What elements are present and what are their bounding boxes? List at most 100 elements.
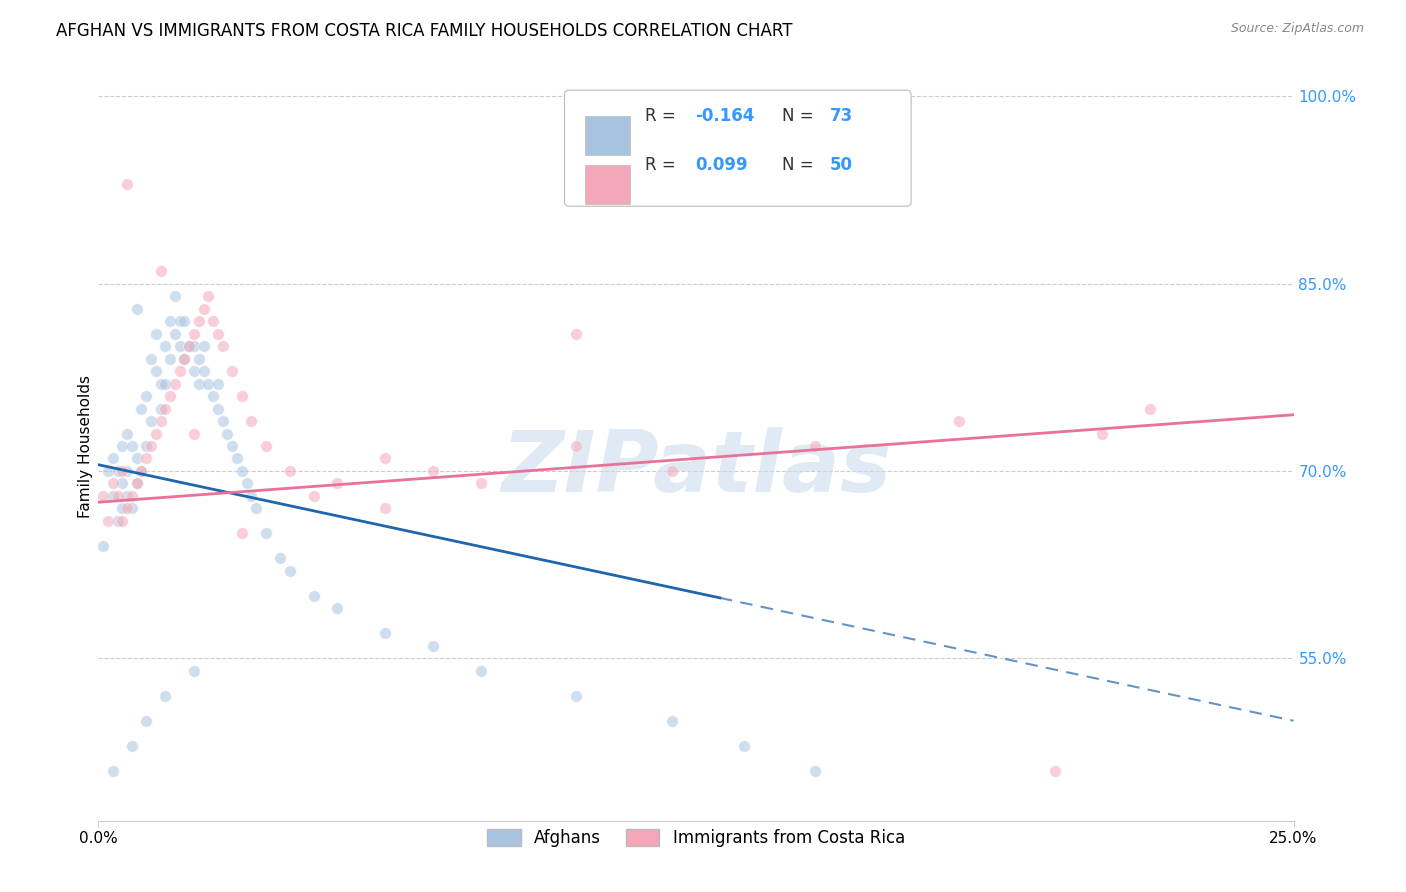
- Point: [197, 289, 219, 303]
- Point: [565, 439, 588, 453]
- Text: N =: N =: [782, 156, 818, 174]
- Point: [183, 339, 205, 353]
- Point: [155, 376, 177, 391]
- Point: [135, 389, 157, 403]
- Point: [254, 439, 277, 453]
- Point: [197, 376, 219, 391]
- Point: [661, 714, 683, 728]
- Text: AFGHAN VS IMMIGRANTS FROM COSTA RICA FAMILY HOUSEHOLDS CORRELATION CHART: AFGHAN VS IMMIGRANTS FROM COSTA RICA FAM…: [56, 22, 793, 40]
- Point: [470, 476, 492, 491]
- Text: R =: R =: [644, 156, 681, 174]
- Point: [278, 564, 301, 578]
- Point: [111, 476, 134, 491]
- Point: [155, 339, 177, 353]
- Point: [211, 339, 233, 353]
- Point: [139, 414, 162, 428]
- Point: [183, 426, 205, 441]
- Point: [135, 451, 157, 466]
- Point: [422, 464, 444, 478]
- Point: [231, 389, 253, 403]
- Point: [107, 489, 129, 503]
- Point: [193, 339, 215, 353]
- FancyBboxPatch shape: [585, 116, 630, 155]
- Point: [202, 314, 225, 328]
- Point: [565, 689, 588, 703]
- Point: [254, 526, 277, 541]
- Text: 73: 73: [830, 107, 853, 125]
- Point: [211, 414, 233, 428]
- Point: [139, 351, 162, 366]
- Point: [121, 489, 143, 503]
- Point: [183, 364, 205, 378]
- Point: [240, 489, 263, 503]
- Point: [661, 464, 683, 478]
- Point: [149, 264, 172, 278]
- Text: Source: ZipAtlas.com: Source: ZipAtlas.com: [1230, 22, 1364, 36]
- Point: [169, 339, 191, 353]
- Point: [115, 489, 138, 503]
- Point: [91, 489, 114, 503]
- Point: [111, 439, 134, 453]
- Point: [217, 426, 239, 441]
- Point: [159, 351, 181, 366]
- Point: [115, 426, 138, 441]
- Point: [565, 326, 588, 341]
- Point: [97, 464, 120, 478]
- Point: [173, 314, 195, 328]
- Point: [101, 476, 124, 491]
- Point: [101, 451, 124, 466]
- Point: [101, 489, 124, 503]
- Legend: Afghans, Immigrants from Costa Rica: Afghans, Immigrants from Costa Rica: [481, 822, 911, 854]
- Y-axis label: Family Households: Family Households: [77, 375, 93, 517]
- Point: [121, 501, 143, 516]
- Point: [107, 514, 129, 528]
- Point: [302, 589, 325, 603]
- Point: [302, 489, 325, 503]
- Point: [121, 739, 143, 753]
- Point: [187, 376, 209, 391]
- Point: [193, 301, 215, 316]
- Point: [145, 326, 167, 341]
- Text: ZIPatlas: ZIPatlas: [501, 427, 891, 510]
- Point: [326, 476, 349, 491]
- Point: [169, 314, 191, 328]
- Point: [131, 401, 153, 416]
- Point: [326, 601, 349, 615]
- Point: [145, 426, 167, 441]
- Point: [125, 476, 148, 491]
- Text: -0.164: -0.164: [695, 107, 754, 125]
- Point: [804, 439, 827, 453]
- Point: [240, 414, 263, 428]
- Point: [179, 339, 201, 353]
- Point: [179, 339, 201, 353]
- Text: R =: R =: [644, 107, 681, 125]
- Point: [135, 439, 157, 453]
- Point: [149, 414, 172, 428]
- Point: [269, 551, 291, 566]
- Point: [131, 464, 153, 478]
- Point: [187, 314, 209, 328]
- Point: [135, 714, 157, 728]
- Point: [207, 326, 229, 341]
- Point: [155, 401, 177, 416]
- Point: [145, 364, 167, 378]
- Point: [183, 664, 205, 678]
- Point: [231, 464, 253, 478]
- Point: [1091, 426, 1114, 441]
- Point: [97, 514, 120, 528]
- Text: 50: 50: [830, 156, 853, 174]
- Point: [187, 351, 209, 366]
- Point: [804, 764, 827, 778]
- FancyBboxPatch shape: [565, 90, 911, 206]
- Point: [193, 364, 215, 378]
- Point: [115, 501, 138, 516]
- Text: N =: N =: [782, 107, 818, 125]
- Point: [131, 464, 153, 478]
- Point: [115, 464, 138, 478]
- Point: [149, 376, 172, 391]
- Point: [374, 451, 396, 466]
- Point: [948, 414, 970, 428]
- Point: [173, 351, 195, 366]
- Point: [125, 451, 148, 466]
- Point: [202, 389, 225, 403]
